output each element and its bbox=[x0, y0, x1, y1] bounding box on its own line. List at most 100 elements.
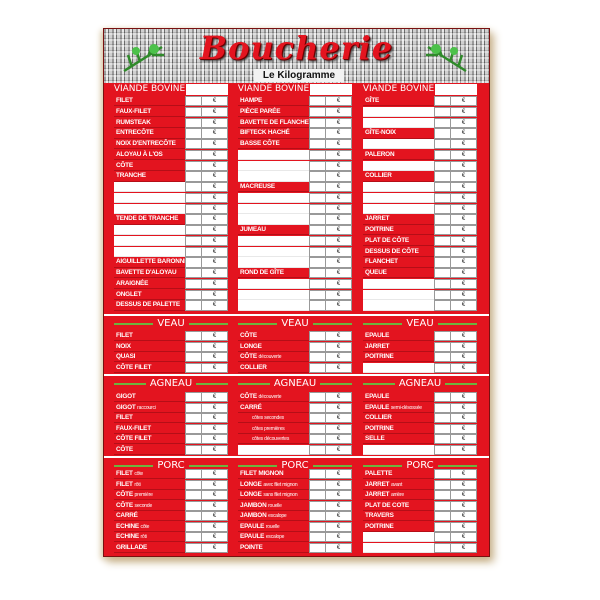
price-euro-box[interactable]: € bbox=[202, 490, 228, 500]
cut-label[interactable] bbox=[363, 139, 434, 150]
cut-label[interactable] bbox=[363, 289, 434, 300]
price-euro-box[interactable]: € bbox=[202, 331, 228, 341]
price-box[interactable] bbox=[309, 352, 326, 362]
price-box[interactable] bbox=[185, 268, 202, 279]
cut-label[interactable] bbox=[238, 278, 309, 289]
price-box[interactable] bbox=[434, 96, 451, 107]
price-euro-box[interactable]: € bbox=[451, 182, 477, 193]
price-euro-box[interactable]: € bbox=[451, 434, 477, 444]
price-euro-box[interactable]: € bbox=[451, 235, 477, 246]
price-euro-box[interactable]: € bbox=[451, 532, 477, 542]
price-euro-box[interactable]: € bbox=[326, 117, 352, 128]
price-euro-box[interactable]: € bbox=[202, 128, 228, 139]
price-box[interactable] bbox=[309, 139, 326, 150]
cut-label[interactable] bbox=[238, 149, 309, 160]
price-box[interactable] bbox=[309, 402, 326, 413]
price-euro-box[interactable]: € bbox=[202, 149, 228, 160]
price-box[interactable] bbox=[185, 278, 202, 289]
price-euro-box[interactable]: € bbox=[202, 182, 228, 193]
price-box[interactable] bbox=[309, 331, 326, 341]
price-euro-box[interactable]: € bbox=[326, 106, 352, 117]
price-box[interactable] bbox=[434, 225, 451, 236]
price-box[interactable] bbox=[185, 289, 202, 300]
price-box[interactable] bbox=[434, 521, 451, 532]
price-box[interactable] bbox=[309, 511, 326, 521]
price-box[interactable] bbox=[185, 444, 202, 455]
price-euro-box[interactable]: € bbox=[326, 171, 352, 182]
price-euro-box[interactable]: € bbox=[326, 341, 352, 352]
price-euro-box[interactable]: € bbox=[451, 413, 477, 423]
price-euro-box[interactable]: € bbox=[326, 203, 352, 214]
header-price-box[interactable] bbox=[435, 84, 477, 95]
price-euro-box[interactable]: € bbox=[202, 268, 228, 279]
price-euro-box[interactable]: € bbox=[202, 511, 228, 521]
price-euro-box[interactable]: € bbox=[326, 246, 352, 257]
price-euro-box[interactable]: € bbox=[451, 214, 477, 225]
price-box[interactable] bbox=[309, 128, 326, 139]
cut-label[interactable] bbox=[363, 278, 434, 289]
price-euro-box[interactable]: € bbox=[202, 542, 228, 553]
price-euro-box[interactable]: € bbox=[202, 413, 228, 423]
price-euro-box[interactable]: € bbox=[451, 331, 477, 341]
cut-label[interactable] bbox=[238, 203, 309, 214]
price-euro-box[interactable]: € bbox=[326, 413, 352, 423]
price-euro-box[interactable]: € bbox=[451, 128, 477, 139]
price-box[interactable] bbox=[185, 300, 202, 311]
price-euro-box[interactable]: € bbox=[326, 182, 352, 193]
price-euro-box[interactable]: € bbox=[326, 521, 352, 532]
price-euro-box[interactable]: € bbox=[202, 192, 228, 203]
price-box[interactable] bbox=[185, 106, 202, 117]
price-euro-box[interactable]: € bbox=[451, 171, 477, 182]
price-euro-box[interactable]: € bbox=[202, 225, 228, 236]
price-euro-box[interactable]: € bbox=[202, 171, 228, 182]
cut-label[interactable] bbox=[363, 182, 434, 193]
price-box[interactable] bbox=[309, 171, 326, 182]
price-euro-box[interactable]: € bbox=[326, 542, 352, 553]
cut-label[interactable] bbox=[363, 203, 434, 214]
price-euro-box[interactable]: € bbox=[202, 106, 228, 117]
cut-label[interactable] bbox=[238, 257, 309, 268]
price-box[interactable] bbox=[434, 341, 451, 352]
price-euro-box[interactable]: € bbox=[326, 331, 352, 341]
price-box[interactable] bbox=[434, 413, 451, 423]
price-box[interactable] bbox=[309, 160, 326, 171]
price-euro-box[interactable]: € bbox=[202, 402, 228, 413]
price-euro-box[interactable]: € bbox=[202, 434, 228, 444]
price-euro-box[interactable]: € bbox=[326, 289, 352, 300]
price-box[interactable] bbox=[185, 331, 202, 341]
price-euro-box[interactable]: € bbox=[451, 257, 477, 268]
price-euro-box[interactable]: € bbox=[326, 235, 352, 246]
price-euro-box[interactable]: € bbox=[202, 500, 228, 511]
price-euro-box[interactable]: € bbox=[202, 392, 228, 402]
price-box[interactable] bbox=[434, 402, 451, 413]
price-box[interactable] bbox=[434, 192, 451, 203]
cut-label[interactable] bbox=[363, 192, 434, 203]
price-euro-box[interactable]: € bbox=[326, 225, 352, 236]
price-euro-box[interactable]: € bbox=[202, 352, 228, 362]
price-box[interactable] bbox=[185, 203, 202, 214]
cut-label[interactable] bbox=[114, 235, 185, 246]
price-euro-box[interactable]: € bbox=[326, 278, 352, 289]
price-box[interactable] bbox=[309, 106, 326, 117]
price-box[interactable] bbox=[434, 289, 451, 300]
price-box[interactable] bbox=[185, 139, 202, 150]
price-euro-box[interactable]: € bbox=[202, 479, 228, 490]
cut-label[interactable] bbox=[238, 300, 309, 311]
price-box[interactable] bbox=[309, 182, 326, 193]
price-euro-box[interactable]: € bbox=[202, 96, 228, 107]
price-euro-box[interactable]: € bbox=[202, 532, 228, 542]
price-box[interactable] bbox=[309, 203, 326, 214]
price-box[interactable] bbox=[309, 362, 326, 373]
price-euro-box[interactable]: € bbox=[451, 352, 477, 362]
cut-label[interactable] bbox=[238, 160, 309, 171]
cut-label[interactable] bbox=[114, 182, 185, 193]
price-box[interactable] bbox=[185, 160, 202, 171]
price-euro-box[interactable]: € bbox=[451, 106, 477, 117]
price-euro-box[interactable]: € bbox=[451, 392, 477, 402]
price-euro-box[interactable]: € bbox=[326, 511, 352, 521]
price-box[interactable] bbox=[434, 139, 451, 150]
price-box[interactable] bbox=[434, 542, 451, 553]
price-box[interactable] bbox=[309, 246, 326, 257]
price-box[interactable] bbox=[309, 214, 326, 225]
price-box[interactable] bbox=[309, 289, 326, 300]
